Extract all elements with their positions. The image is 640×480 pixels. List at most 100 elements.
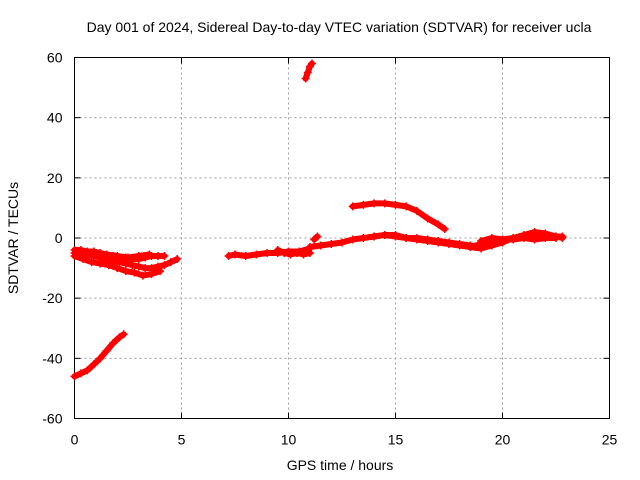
data-point [138,271,147,280]
y-tick-label: -40 [42,350,62,366]
x-tick-label: 0 [71,432,79,448]
data-point [455,240,464,249]
data-point [434,220,443,229]
x-tick-label: 20 [495,432,511,448]
data-point [102,250,111,259]
data-point [348,202,357,211]
data-point [552,232,560,241]
data-point [160,252,169,261]
data-point [241,252,250,261]
data-point [509,234,518,242]
data-point [113,264,122,273]
data-point [156,267,165,276]
data-point [173,255,182,264]
y-tick-label: -20 [42,290,62,306]
data-point [134,252,143,261]
data-point [305,243,314,252]
data-point [70,372,79,381]
data-point [89,360,98,369]
data-point [519,230,528,239]
data-series [70,59,567,381]
data-point [121,267,130,276]
data-point [487,240,496,249]
data-point [348,235,357,244]
data-point [119,330,128,339]
data-point [380,230,389,239]
y-tick-label: 20 [47,170,63,186]
data-point [445,238,453,247]
series-arc-12 [310,232,322,244]
data-point [412,234,421,242]
data-point [303,68,312,77]
y-tick-label: 40 [47,110,63,126]
x-tick-label: 5 [178,432,186,448]
series-arc-10 [348,199,449,233]
data-point [280,249,289,258]
data-point [327,240,336,249]
y-tick-label: 0 [55,230,63,246]
data-point [70,252,79,261]
chart-title: Day 001 of 2024, Sidereal Day-to-day VTE… [87,19,592,35]
series-arc-3 [70,252,165,280]
data-point [466,243,475,252]
data-point [286,250,295,259]
data-point [391,232,400,241]
data-point [263,249,272,258]
series-arc-4 [91,249,154,262]
series-arc-5 [70,330,128,381]
x-tick-label: 15 [388,432,404,448]
data-point [338,238,346,247]
x-axis-label: GPS time / hours [287,457,394,473]
data-point [113,252,122,261]
data-point [124,253,132,262]
data-point [109,339,118,348]
data-point [299,250,308,259]
data-point [102,346,111,355]
data-point [76,369,85,378]
data-point [313,232,322,241]
data-point [273,246,282,255]
x-tick-label: 25 [602,432,618,448]
data-point [380,199,389,208]
data-point [83,366,92,375]
data-point [160,261,169,270]
data-point [391,200,400,209]
data-point [252,250,261,259]
data-point [166,258,175,267]
data-point [130,268,139,277]
series-arc-15 [487,227,567,249]
data-point [359,234,368,242]
data-point [79,255,88,264]
data-point [402,202,411,211]
data-point [558,234,567,242]
data-point [412,206,421,215]
data-point [301,74,310,83]
data-point [440,224,449,233]
data-point [423,214,432,223]
series-arc-8 [273,246,314,259]
data-point [541,229,550,238]
data-point [76,246,85,255]
data-point [91,249,100,258]
data-point [423,235,432,244]
y-tick-label: 60 [47,50,63,66]
y-axis-label: SDTVAR / TECUs [5,182,21,294]
data-point [96,259,105,268]
axis-ticks: 0 5 10 15 20 25 -60 -40 -20 0 20 40 60 [42,50,617,448]
data-point [231,250,239,259]
data-point [147,270,156,279]
data-point [530,235,539,244]
data-point [434,237,443,246]
data-point [134,262,143,271]
series-arc-6 [301,59,317,83]
y-tick-label: -60 [42,411,62,427]
data-point [530,227,539,236]
data-point [370,232,379,241]
data-point [316,241,325,250]
data-point [402,234,411,242]
data-point [104,261,113,270]
data-point [498,238,507,247]
series-line [349,200,448,232]
data-point [477,237,486,246]
